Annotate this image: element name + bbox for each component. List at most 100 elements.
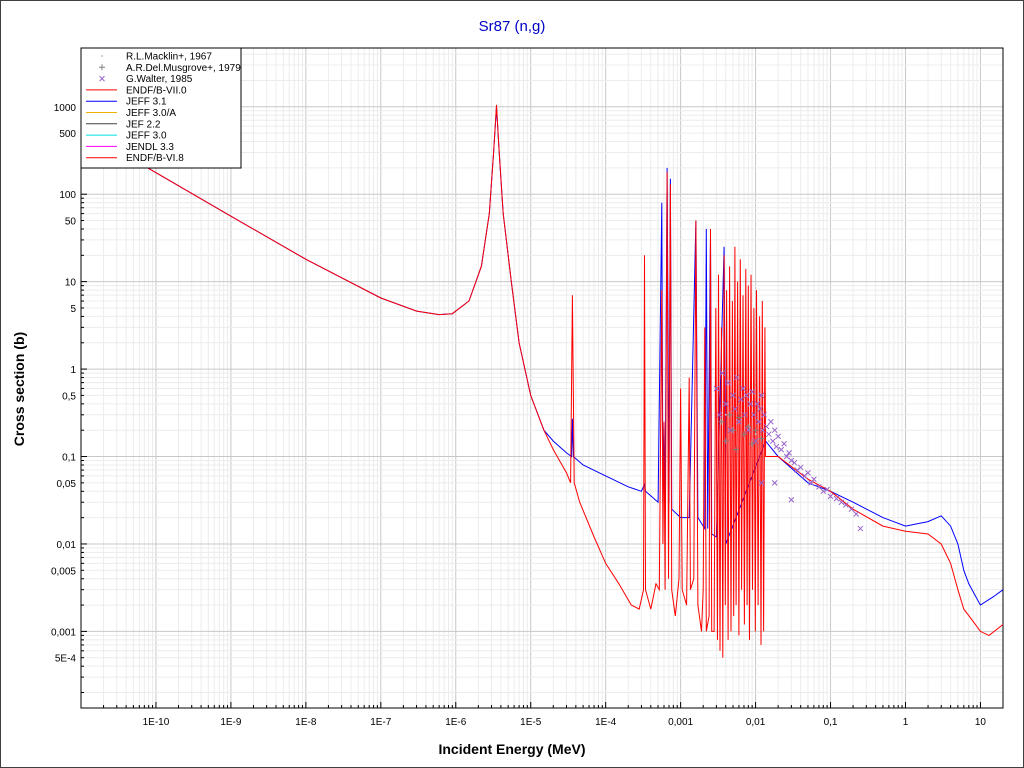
y-tick-label: 1 [70,365,76,376]
data-point [716,411,723,418]
data-point [724,413,727,416]
legend-marker [99,75,105,82]
x-tick-label: 0,001 [668,717,693,728]
legend-marker [101,55,103,57]
plot-border [80,47,1004,709]
x-tick-label: 1 [903,717,909,728]
data-point [752,427,759,434]
x-tick-label: 1E-6 [445,717,467,728]
data-point [773,443,780,450]
data-point [742,411,748,418]
data-point [771,479,778,486]
data-point [751,411,757,418]
data-point [805,470,811,476]
data-point [747,401,754,407]
x-tick-label: 1E-7 [370,717,392,728]
data-point [838,499,845,506]
x-tick-label: 1E-8 [295,717,317,728]
data-point [718,418,725,425]
y-tick-label: 100 [59,190,76,201]
data-point [736,418,742,425]
legend-label: JEF 2.2 [126,119,161,130]
legend-label: ENDF/B-VI.8 [126,153,184,164]
data-point [754,433,757,436]
data-point [788,457,795,464]
x-tick-label: 1E-10 [143,717,170,728]
y-tick-label: 0,5 [62,391,76,402]
y-tick-label: 10 [65,278,77,289]
legend-label: JEFF 3.1 [126,97,167,108]
data-point [730,392,736,399]
data-point [733,374,740,381]
data-point [827,493,834,500]
data-point [719,370,726,376]
y-tick-label: 0,1 [62,453,76,464]
x-tick-label: 10 [975,717,987,728]
data-point [749,388,756,395]
chart-title: Sr87 (n,g) [478,18,546,35]
data-point [791,459,798,466]
data-point [755,418,762,425]
y-tick-label: 500 [59,129,76,140]
data-point [786,450,792,456]
data-point [857,525,864,532]
y-tick-label: 50 [65,217,77,228]
y-tick-label: 0,01 [57,540,77,551]
data-point [722,401,729,407]
data-point [758,392,765,399]
x-tick-label: 1E-9 [220,717,242,728]
data-point [778,446,785,453]
data-point [797,464,804,471]
data-point [758,479,765,486]
x-axis-label: Incident Energy (MeV) [438,741,586,757]
data-point [743,392,750,399]
legend-marker [99,64,105,71]
data-point [788,496,795,503]
data-point [775,433,781,440]
data-point [738,396,744,403]
data-point [740,385,746,392]
y-tick-label: 0,001 [51,627,76,638]
data-point [726,411,733,418]
data-point [725,379,731,386]
data-point [771,427,778,434]
data-point [752,438,759,444]
legend-label: JENDL 3.3 [126,142,174,153]
data-point [808,479,814,486]
series-line-endf-b-vii-0 [81,104,1003,658]
data-point [727,427,734,434]
legend-label: G.Walter, 1985 [126,74,193,85]
legend-label: R.L.Macklin+, 1967 [126,52,212,63]
data-point [735,414,742,421]
data-point [781,440,787,447]
legend-box [80,47,242,169]
data-point [811,476,817,483]
y-tick-label: 5 [70,304,76,315]
legend-label: JEFF 3.0 [126,131,167,142]
data-point [730,427,737,434]
data-layer [81,104,1003,658]
data-point [824,486,830,493]
data-point [722,438,729,445]
data-point [820,488,827,495]
data-point [733,446,740,453]
data-point [763,423,770,430]
data-point [848,506,855,513]
data-point [749,440,756,447]
data-point [745,427,752,434]
y-tick-label: 5E-4 [55,654,77,665]
data-point [768,418,774,425]
data-point [833,495,840,502]
data-point [740,431,747,438]
legend-label: JEFF 3.0/A [126,108,176,119]
data-point [745,423,752,430]
data-point [842,502,849,508]
x-tick-label: 0,1 [824,717,838,728]
data-point [732,406,738,412]
data-point [769,438,776,444]
data-point [757,406,763,412]
data-point [754,401,761,407]
